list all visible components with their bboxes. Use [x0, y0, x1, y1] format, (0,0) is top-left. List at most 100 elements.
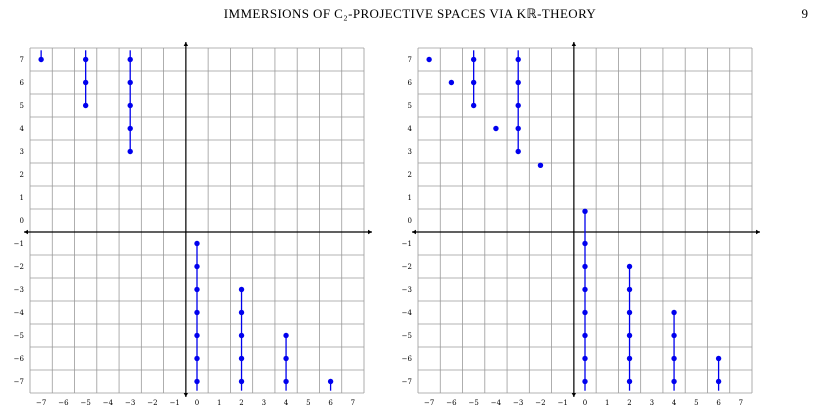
- right-y-tick-label: −3: [402, 286, 412, 294]
- left-point: [82, 102, 89, 109]
- right-y-tick-label: 5: [408, 102, 412, 110]
- right-y-tick-label: 3: [408, 148, 412, 156]
- right-point: [515, 56, 521, 63]
- right-x-tick-label: −5: [469, 399, 479, 407]
- left-y-axis-arrow-up: [183, 42, 189, 46]
- left-y-tick-label: 5: [20, 102, 24, 110]
- right-x-axis-arrow-right: [756, 229, 760, 235]
- left-x-tick-label: −7: [36, 399, 46, 407]
- left-point: [194, 286, 200, 293]
- left-x-tick-label: −3: [125, 399, 135, 407]
- left-x-tick-label: −1: [170, 399, 180, 407]
- right-y-tick-label: 4: [408, 125, 413, 133]
- right-x-tick-label: −2: [535, 399, 545, 407]
- left-x-tick-label: −2: [147, 399, 157, 407]
- right-y-axis-arrow-up: [571, 42, 577, 46]
- left-point: [127, 79, 133, 86]
- right-point: [626, 263, 633, 270]
- right-x-tick-label: 1: [605, 399, 609, 407]
- right-x-axis-arrow-left: [412, 229, 416, 235]
- chart-right: −7 −6 −5 −4 −3 −2 −1 0 1 2 3 4 5 6 7 −7 −6 −5 −4 −3 −2 −1 0 1 2 3…: [396, 38, 771, 410]
- chart-left: −7 −6 −5 −4 −3 −2 −1 0 1 2 3 4 5 6 7 −7 −6 −5 −4 −3 −2 −1 0 1 2 3…: [8, 38, 383, 410]
- left-point: [194, 240, 200, 247]
- right-x-tick-label: −1: [558, 399, 568, 407]
- right-point: [715, 355, 722, 362]
- left-y-tick-label: 7: [20, 56, 24, 64]
- left-x-tick-label: 6: [328, 399, 333, 407]
- left-x-tick-label: 4: [284, 399, 289, 407]
- left-point: [38, 56, 44, 63]
- right-point: [582, 378, 588, 385]
- chart-right-plot: −7 −6 −5 −4 −3 −2 −1 0 1 2 3 4 5 6 7 −7 −6 −5 −4 −3 −2 −1 0 1 2 3…: [402, 42, 760, 407]
- right-x-tick-label: 0: [583, 399, 587, 407]
- right-point: [470, 102, 477, 109]
- right-x-tick-label: −3: [513, 399, 523, 407]
- left-point: [283, 332, 289, 339]
- right-point: [515, 148, 521, 155]
- left-point: [82, 56, 89, 63]
- right-y-tick-label: −2: [402, 263, 412, 271]
- running-title: IMMERSIONS OF C₂-PROJECTIVE SPACES VIA K…: [223, 6, 597, 21]
- right-point: [626, 332, 633, 339]
- right-point: [582, 208, 588, 214]
- right-point: [715, 378, 722, 385]
- left-x-tick-label: 2: [239, 399, 243, 407]
- left-y-tick-label: 0: [20, 217, 24, 225]
- page-header: IMMERSIONS OF C₂-PROJECTIVE SPACES VIA K…: [0, 0, 820, 32]
- left-point: [238, 286, 245, 293]
- right-x-tick-label: −4: [491, 399, 502, 407]
- right-x-tick-label: 2: [627, 399, 631, 407]
- right-point: [671, 355, 677, 362]
- left-x-tick-label: −4: [103, 399, 114, 407]
- right-point: [582, 263, 588, 270]
- left-x-tick-label: 5: [306, 399, 310, 407]
- right-y-tick-label: −1: [402, 240, 412, 248]
- left-y-axis-arrow-down: [183, 393, 189, 397]
- left-point: [82, 79, 89, 86]
- page-number: 9: [801, 6, 809, 21]
- left-point: [194, 332, 200, 339]
- right-point: [448, 79, 455, 86]
- left-x-tick-label: −6: [58, 399, 69, 407]
- left-point: [283, 378, 289, 385]
- left-point: [127, 56, 133, 63]
- left-point: [238, 309, 245, 316]
- right-point: [470, 79, 477, 86]
- right-x-tick-label: 6: [716, 399, 721, 407]
- left-y-tick-label: −7: [14, 378, 24, 386]
- right-y-tick-label: −5: [402, 332, 412, 340]
- right-point: [626, 378, 633, 385]
- left-y-tick-label: −3: [14, 286, 24, 294]
- left-y-tick-label: −6: [14, 355, 25, 363]
- right-point: [537, 162, 544, 168]
- right-point: [626, 355, 633, 362]
- right-point: [493, 125, 499, 132]
- right-point: [515, 125, 521, 132]
- right-y-tick-label: 2: [408, 171, 412, 179]
- right-point: [515, 102, 521, 109]
- left-x-tick-label: −5: [81, 399, 91, 407]
- right-x-tick-label: −6: [446, 399, 457, 407]
- right-point: [626, 309, 633, 316]
- left-x-axis-arrow-right: [368, 229, 372, 235]
- left-x-tick-label: 1: [217, 399, 221, 407]
- right-point: [671, 309, 677, 316]
- right-y-tick-label: 7: [408, 56, 412, 64]
- left-point: [327, 378, 334, 385]
- right-y-axis-arrow-down: [571, 393, 577, 397]
- left-point: [127, 148, 133, 155]
- right-point: [582, 355, 588, 362]
- right-point: [582, 286, 588, 293]
- left-y-tick-label: −4: [14, 309, 25, 317]
- left-y-tick-label: −5: [14, 332, 24, 340]
- right-y-tick-label: −7: [402, 378, 412, 386]
- right-point: [582, 309, 588, 316]
- right-y-tick-label: 0: [408, 217, 412, 225]
- left-y-tick-label: 3: [20, 148, 24, 156]
- left-point: [194, 355, 200, 362]
- left-point: [127, 102, 133, 109]
- left-y-tick-label: −1: [14, 240, 24, 248]
- left-x-axis-arrow-left: [24, 229, 28, 235]
- right-y-tick-label: 6: [408, 79, 413, 87]
- left-point: [194, 378, 200, 385]
